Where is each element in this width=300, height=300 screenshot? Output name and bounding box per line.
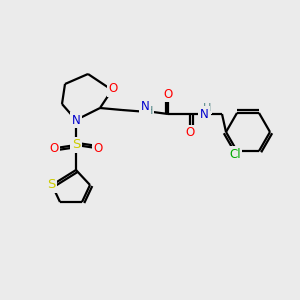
Text: Cl: Cl: [229, 148, 241, 160]
Text: N: N: [72, 113, 80, 127]
Text: H: H: [145, 106, 153, 116]
Text: N: N: [200, 107, 208, 121]
Text: O: O: [185, 127, 195, 140]
Text: O: O: [164, 88, 172, 100]
Text: O: O: [50, 142, 58, 154]
Text: O: O: [93, 142, 103, 154]
Text: O: O: [108, 82, 118, 95]
Text: H: H: [203, 103, 211, 113]
Text: S: S: [72, 139, 80, 152]
Text: N: N: [141, 100, 149, 112]
Text: S: S: [47, 178, 55, 191]
